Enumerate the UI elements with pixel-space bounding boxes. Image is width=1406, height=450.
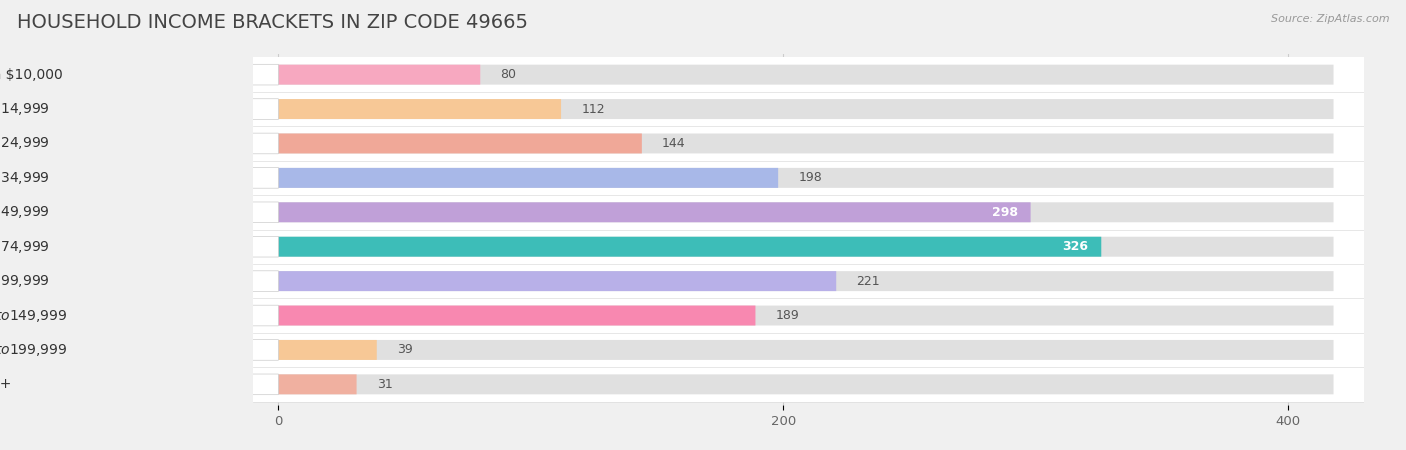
Text: Source: ZipAtlas.com: Source: ZipAtlas.com	[1271, 14, 1389, 23]
FancyBboxPatch shape	[253, 264, 1364, 298]
Text: 144: 144	[662, 137, 686, 150]
FancyBboxPatch shape	[278, 340, 1333, 360]
FancyBboxPatch shape	[0, 305, 278, 326]
FancyBboxPatch shape	[0, 271, 278, 292]
FancyBboxPatch shape	[278, 340, 377, 360]
Text: Less than $10,000: Less than $10,000	[0, 68, 63, 81]
FancyBboxPatch shape	[278, 374, 1333, 394]
FancyBboxPatch shape	[278, 237, 1101, 256]
FancyBboxPatch shape	[253, 230, 1364, 264]
FancyBboxPatch shape	[278, 306, 755, 325]
Text: 189: 189	[776, 309, 800, 322]
Text: 39: 39	[396, 343, 413, 356]
FancyBboxPatch shape	[278, 202, 1031, 222]
FancyBboxPatch shape	[278, 168, 1333, 188]
FancyBboxPatch shape	[253, 126, 1364, 161]
FancyBboxPatch shape	[278, 237, 1333, 256]
Text: $15,000 to $24,999: $15,000 to $24,999	[0, 135, 49, 152]
FancyBboxPatch shape	[253, 195, 1364, 230]
Text: $75,000 to $99,999: $75,000 to $99,999	[0, 273, 49, 289]
Text: $100,000 to $149,999: $100,000 to $149,999	[0, 307, 67, 324]
FancyBboxPatch shape	[278, 374, 357, 394]
Text: 80: 80	[501, 68, 516, 81]
FancyBboxPatch shape	[278, 271, 837, 291]
FancyBboxPatch shape	[253, 367, 1364, 401]
Text: HOUSEHOLD INCOME BRACKETS IN ZIP CODE 49665: HOUSEHOLD INCOME BRACKETS IN ZIP CODE 49…	[17, 14, 527, 32]
FancyBboxPatch shape	[278, 134, 1333, 153]
Text: $150,000 to $199,999: $150,000 to $199,999	[0, 342, 67, 358]
FancyBboxPatch shape	[278, 202, 1333, 222]
FancyBboxPatch shape	[0, 236, 278, 257]
FancyBboxPatch shape	[0, 99, 278, 119]
Text: 112: 112	[581, 103, 605, 116]
FancyBboxPatch shape	[278, 271, 1333, 291]
FancyBboxPatch shape	[0, 202, 278, 223]
Text: $35,000 to $49,999: $35,000 to $49,999	[0, 204, 49, 220]
FancyBboxPatch shape	[278, 134, 641, 153]
FancyBboxPatch shape	[253, 333, 1364, 367]
Text: 198: 198	[799, 171, 823, 184]
FancyBboxPatch shape	[0, 167, 278, 188]
FancyBboxPatch shape	[253, 92, 1364, 126]
FancyBboxPatch shape	[278, 306, 1333, 325]
FancyBboxPatch shape	[0, 340, 278, 360]
FancyBboxPatch shape	[0, 374, 278, 395]
Text: $200,000+: $200,000+	[0, 378, 13, 392]
Text: 221: 221	[856, 274, 880, 288]
FancyBboxPatch shape	[278, 65, 481, 85]
FancyBboxPatch shape	[278, 65, 1333, 85]
Text: 298: 298	[993, 206, 1018, 219]
Text: $25,000 to $34,999: $25,000 to $34,999	[0, 170, 49, 186]
Text: 31: 31	[377, 378, 392, 391]
FancyBboxPatch shape	[0, 64, 278, 85]
FancyBboxPatch shape	[253, 298, 1364, 333]
Text: $10,000 to $14,999: $10,000 to $14,999	[0, 101, 49, 117]
Text: $50,000 to $74,999: $50,000 to $74,999	[0, 238, 49, 255]
Text: 326: 326	[1063, 240, 1088, 253]
FancyBboxPatch shape	[253, 161, 1364, 195]
FancyBboxPatch shape	[0, 133, 278, 154]
FancyBboxPatch shape	[278, 168, 778, 188]
FancyBboxPatch shape	[278, 99, 561, 119]
FancyBboxPatch shape	[278, 99, 1333, 119]
FancyBboxPatch shape	[253, 58, 1364, 92]
